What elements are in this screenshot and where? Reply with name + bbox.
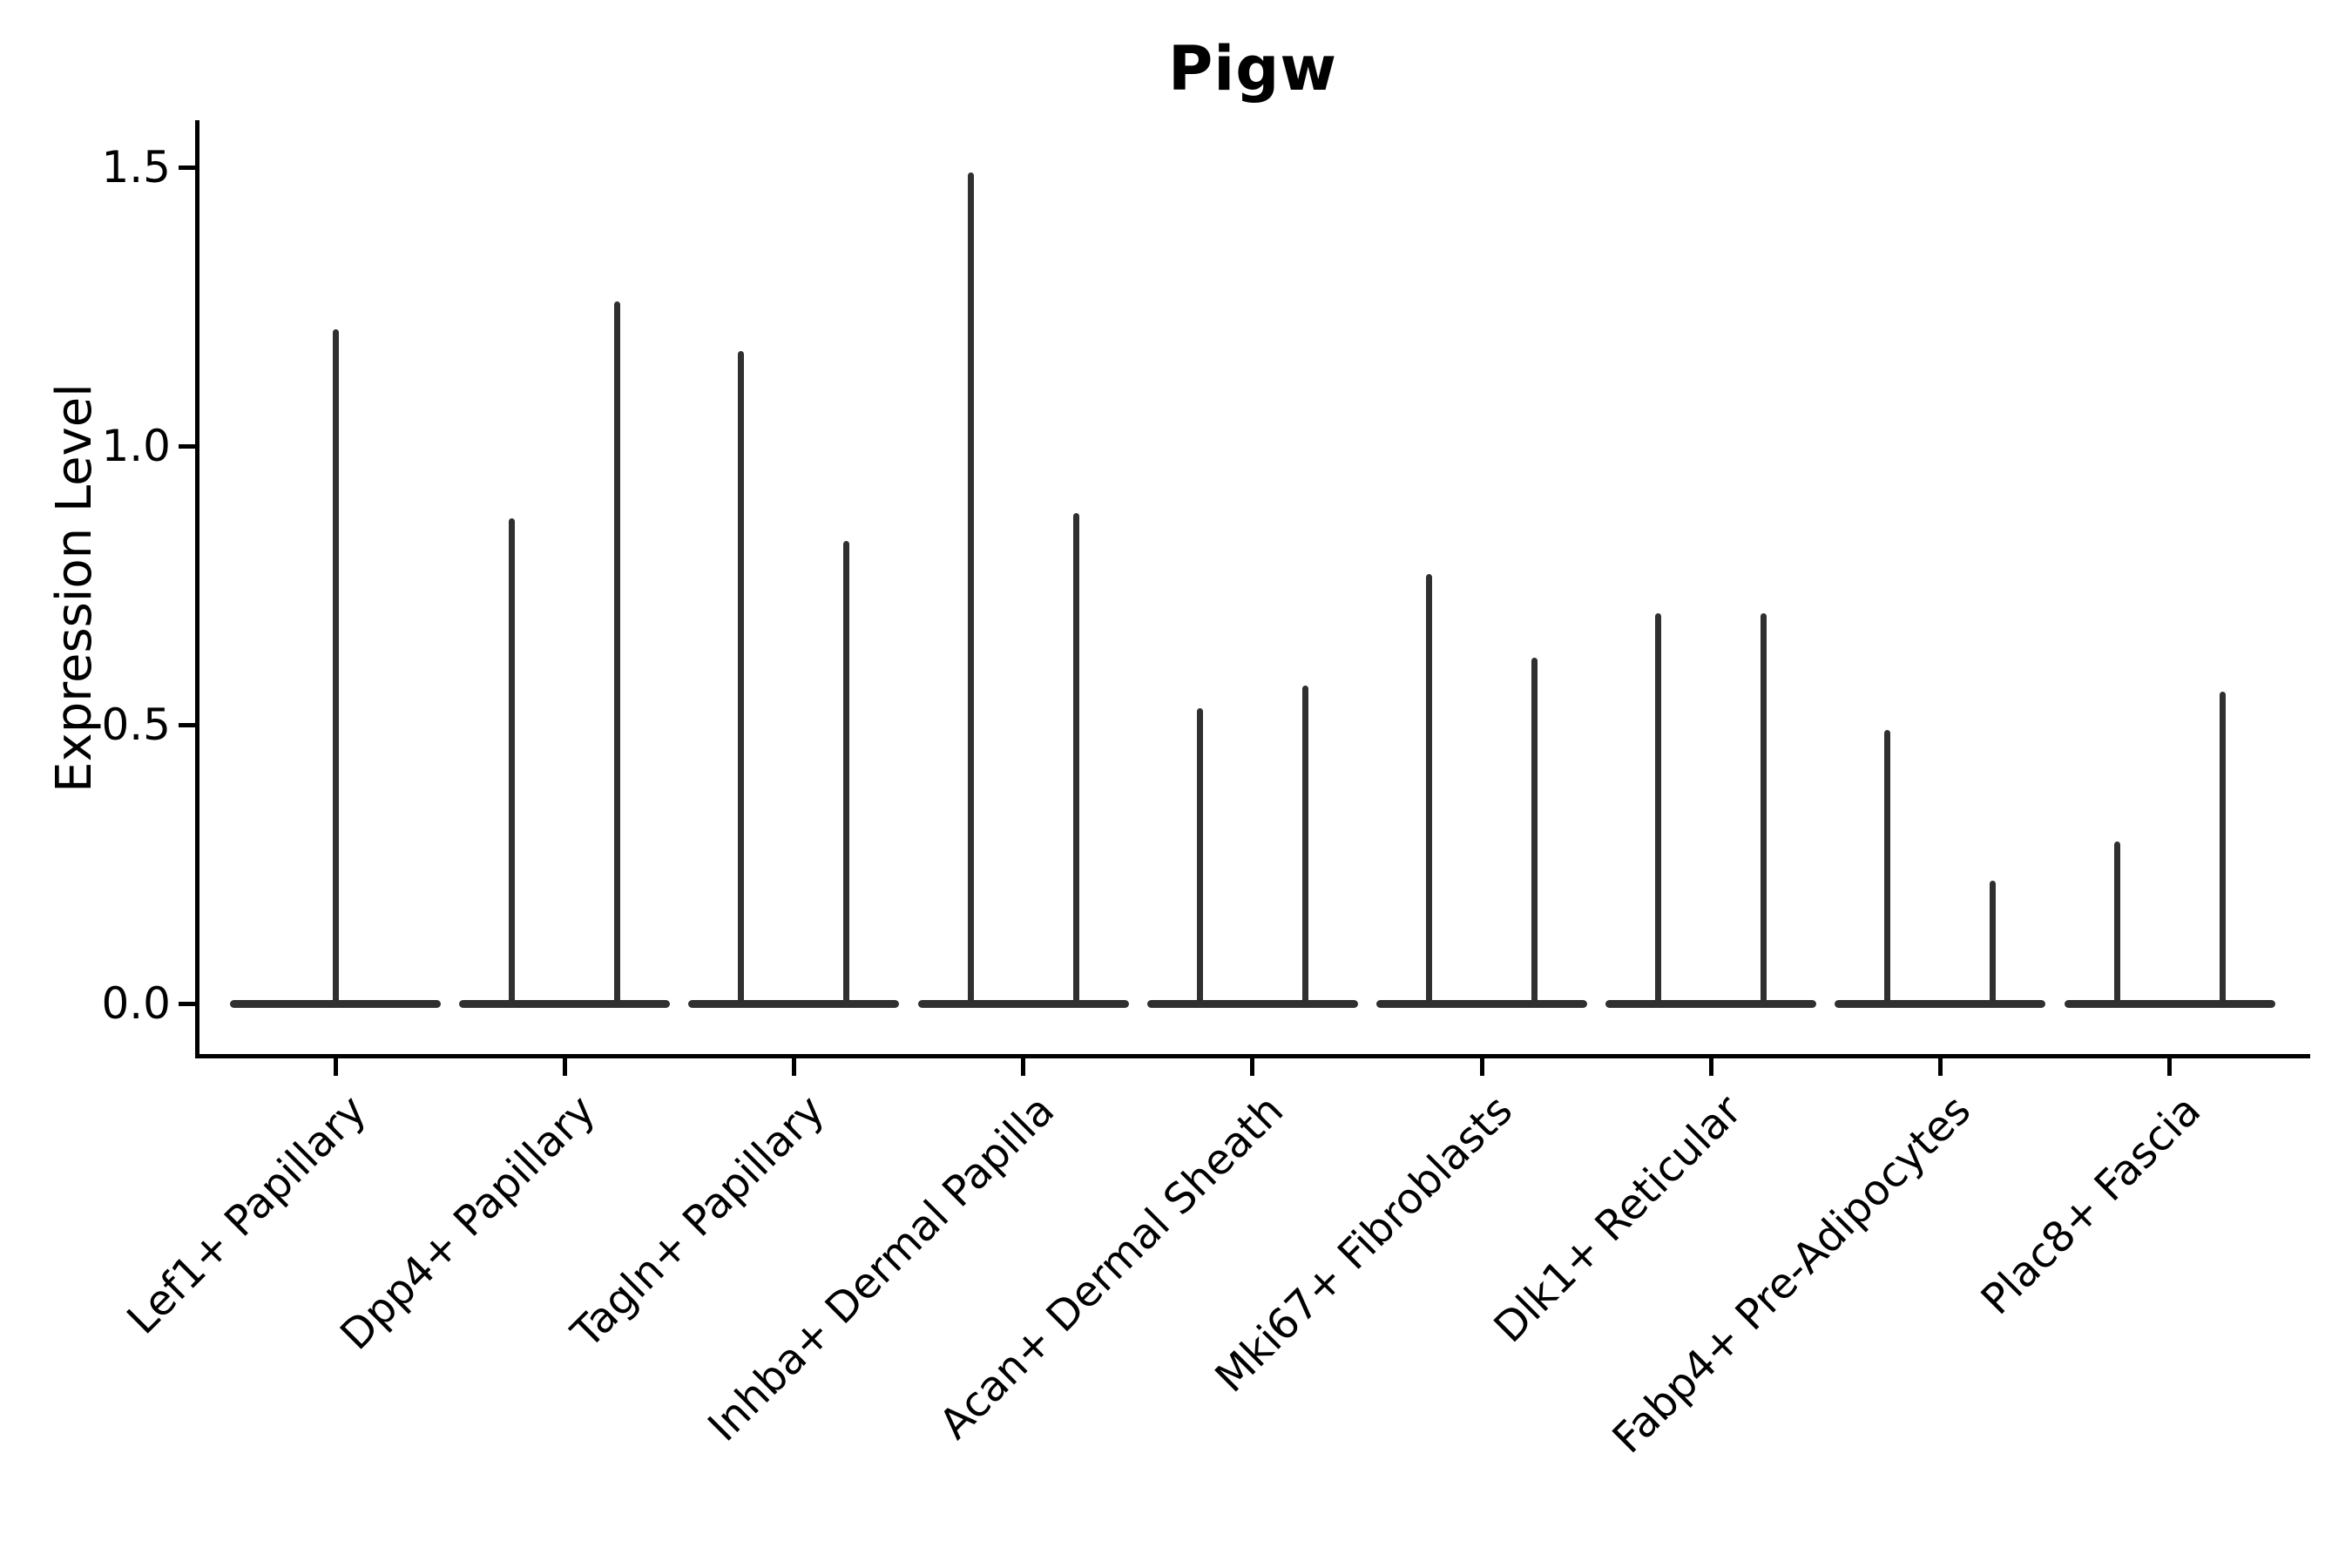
page-title: Pigw xyxy=(1167,33,1338,105)
y-tick-label: 1.0 xyxy=(101,421,171,471)
y-tick-label: 0.5 xyxy=(101,700,171,750)
x-tick-label: Acan+ Dermal Sheath xyxy=(929,1085,1293,1450)
violin-body xyxy=(1146,999,1358,1008)
x-tick xyxy=(1250,1058,1255,1076)
x-tick xyxy=(1708,1058,1713,1076)
violin-body xyxy=(459,999,671,1008)
violin-spike xyxy=(967,172,974,1004)
violin-body xyxy=(1605,999,1817,1008)
violin-spike xyxy=(843,540,850,1004)
violin-spike xyxy=(2219,691,2226,1004)
x-tick xyxy=(562,1058,567,1076)
x-tick-label: Inhba+ Dermal Papilla xyxy=(698,1085,1064,1451)
violin-body xyxy=(1376,999,1587,1008)
x-tick-label: Dpp4+ Papillary xyxy=(331,1085,605,1360)
violin-spike xyxy=(1301,686,1308,1004)
violin-spike xyxy=(1884,730,1891,1004)
x-tick xyxy=(333,1058,338,1076)
y-axis xyxy=(195,120,199,1058)
violin-body xyxy=(2064,999,2275,1008)
violin-body xyxy=(1835,999,2046,1008)
x-tick xyxy=(1937,1058,1943,1076)
y-tick-label: 1.5 xyxy=(101,142,171,193)
y-tick-label: 0.0 xyxy=(101,978,171,1029)
violin-spike xyxy=(1426,574,1432,1004)
violin-spike xyxy=(1990,881,1997,1004)
violin-spike xyxy=(2113,841,2120,1004)
x-tick xyxy=(1021,1058,1026,1076)
x-tick xyxy=(791,1058,796,1076)
violin-spike xyxy=(332,328,339,1004)
violin-body xyxy=(688,999,900,1008)
violin-spike xyxy=(509,518,516,1004)
x-tick-label: Fabp4+ Pre-Adipocytes xyxy=(1603,1085,1981,1463)
violin-spike xyxy=(738,351,745,1004)
y-tick xyxy=(179,722,196,727)
violin-spike xyxy=(1196,707,1203,1004)
x-tick-label: Dlk1+ Reticular xyxy=(1484,1085,1752,1353)
y-tick xyxy=(179,165,196,170)
x-tick-label: Tagln+ Papillary xyxy=(562,1085,835,1358)
x-axis xyxy=(195,1054,2310,1058)
x-tick-label: Plac8+ Fascia xyxy=(1971,1085,2210,1325)
x-tick xyxy=(2167,1058,2173,1076)
x-tick xyxy=(1479,1058,1484,1076)
y-axis-label: Expression Level xyxy=(46,383,103,793)
violin-spike xyxy=(1531,658,1538,1004)
y-tick xyxy=(179,1001,196,1006)
violin-body xyxy=(917,999,1129,1008)
y-tick xyxy=(179,443,196,449)
violin-spike xyxy=(1655,613,1662,1004)
x-tick-label: Mki67+ Fibroblasts xyxy=(1206,1085,1523,1402)
violin-body xyxy=(230,999,441,1008)
violin-spike xyxy=(1072,512,1079,1004)
violin-spike xyxy=(1761,613,1767,1004)
violin-spike xyxy=(614,301,621,1004)
